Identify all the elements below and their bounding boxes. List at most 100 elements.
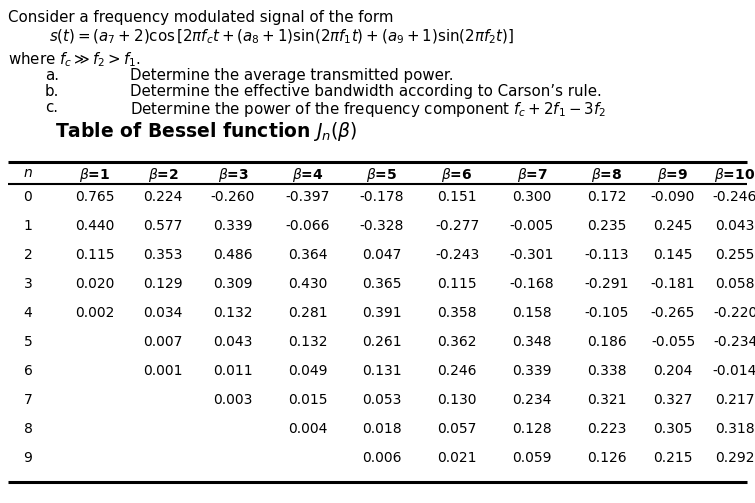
Text: 0.309: 0.309 <box>213 277 253 291</box>
Text: 0.132: 0.132 <box>213 306 253 320</box>
Text: $\beta$=7: $\beta$=7 <box>516 166 547 184</box>
Text: 0.300: 0.300 <box>513 190 552 204</box>
Text: 0.305: 0.305 <box>653 422 692 436</box>
Text: -0.105: -0.105 <box>585 306 629 320</box>
Text: 1: 1 <box>23 219 32 233</box>
Text: 0.327: 0.327 <box>653 393 692 407</box>
Text: 0.002: 0.002 <box>76 306 115 320</box>
Text: 0.321: 0.321 <box>587 393 627 407</box>
Text: 0.204: 0.204 <box>653 364 692 378</box>
Text: 0.391: 0.391 <box>362 306 402 320</box>
Text: 0.186: 0.186 <box>587 335 627 349</box>
Text: 8: 8 <box>23 422 32 436</box>
Text: 0.151: 0.151 <box>437 190 477 204</box>
Text: 3: 3 <box>23 277 32 291</box>
Text: 0.011: 0.011 <box>213 364 253 378</box>
Text: 0.115: 0.115 <box>76 248 115 262</box>
Text: 0.047: 0.047 <box>362 248 402 262</box>
Text: 0.235: 0.235 <box>587 219 627 233</box>
Text: 0.034: 0.034 <box>143 306 183 320</box>
Text: 0.128: 0.128 <box>512 422 552 436</box>
Text: 0.217: 0.217 <box>715 393 755 407</box>
Text: 0.172: 0.172 <box>587 190 627 204</box>
Text: 0.577: 0.577 <box>143 219 183 233</box>
Text: 0.339: 0.339 <box>213 219 253 233</box>
Text: 0.358: 0.358 <box>437 306 476 320</box>
Text: 0.440: 0.440 <box>76 219 115 233</box>
Text: 0.018: 0.018 <box>362 422 402 436</box>
Text: $\beta$=9: $\beta$=9 <box>658 166 689 184</box>
Text: 0.261: 0.261 <box>362 335 402 349</box>
Text: 0.059: 0.059 <box>512 451 552 465</box>
Text: Consider a frequency modulated signal of the form: Consider a frequency modulated signal of… <box>8 10 393 25</box>
Text: 0.234: 0.234 <box>513 393 552 407</box>
Text: -0.234: -0.234 <box>713 335 755 349</box>
Text: 0.115: 0.115 <box>437 277 477 291</box>
Text: -0.301: -0.301 <box>510 248 554 262</box>
Text: 0.281: 0.281 <box>288 306 328 320</box>
Text: a.: a. <box>45 68 59 83</box>
Text: 0.365: 0.365 <box>362 277 402 291</box>
Text: $n$: $n$ <box>23 166 33 180</box>
Text: -0.178: -0.178 <box>359 190 404 204</box>
Text: 0.292: 0.292 <box>715 451 755 465</box>
Text: 2: 2 <box>23 248 32 262</box>
Text: -0.113: -0.113 <box>585 248 629 262</box>
Text: 0.130: 0.130 <box>437 393 476 407</box>
Text: -0.243: -0.243 <box>435 248 479 262</box>
Text: 9: 9 <box>23 451 32 465</box>
Text: $\beta$=6: $\beta$=6 <box>442 166 473 184</box>
Text: 0.348: 0.348 <box>512 335 552 349</box>
Text: 0.246: 0.246 <box>437 364 476 378</box>
Text: $\beta$=2: $\beta$=2 <box>147 166 178 184</box>
Text: 0.126: 0.126 <box>587 451 627 465</box>
Text: 0.129: 0.129 <box>143 277 183 291</box>
Text: $\beta$=5: $\beta$=5 <box>366 166 398 184</box>
Text: 0: 0 <box>23 190 32 204</box>
Text: -0.005: -0.005 <box>510 219 554 233</box>
Text: 0.053: 0.053 <box>362 393 402 407</box>
Text: where $f_c \gg f_2 > f_1$.: where $f_c \gg f_2 > f_1$. <box>8 50 140 69</box>
Text: 0.215: 0.215 <box>653 451 693 465</box>
Text: -0.066: -0.066 <box>285 219 330 233</box>
Text: -0.397: -0.397 <box>286 190 330 204</box>
Text: -0.246: -0.246 <box>713 190 755 204</box>
Text: Determine the average transmitted power.: Determine the average transmitted power. <box>130 68 454 83</box>
Text: $\beta$=3: $\beta$=3 <box>217 166 248 184</box>
Text: 7: 7 <box>23 393 32 407</box>
Text: 0.131: 0.131 <box>362 364 402 378</box>
Text: -0.181: -0.181 <box>651 277 695 291</box>
Text: 0.255: 0.255 <box>715 248 755 262</box>
Text: Table of Bessel function $J_n(\beta)$: Table of Bessel function $J_n(\beta)$ <box>55 120 358 143</box>
Text: $\beta$=10: $\beta$=10 <box>714 166 755 184</box>
Text: 0.223: 0.223 <box>587 422 627 436</box>
Text: 0.001: 0.001 <box>143 364 183 378</box>
Text: -0.090: -0.090 <box>651 190 695 204</box>
Text: 0.132: 0.132 <box>288 335 328 349</box>
Text: 5: 5 <box>23 335 32 349</box>
Text: 0.043: 0.043 <box>715 219 755 233</box>
Text: $\beta$=4: $\beta$=4 <box>292 166 324 184</box>
Text: 0.004: 0.004 <box>288 422 328 436</box>
Text: -0.291: -0.291 <box>585 277 629 291</box>
Text: 0.058: 0.058 <box>715 277 755 291</box>
Text: $\beta$=1: $\beta$=1 <box>79 166 111 184</box>
Text: -0.260: -0.260 <box>211 190 255 204</box>
Text: 0.338: 0.338 <box>587 364 627 378</box>
Text: Determine the power of the frequency component $f_c + 2f_1 - 3f_2$: Determine the power of the frequency com… <box>130 100 606 119</box>
Text: 0.145: 0.145 <box>653 248 693 262</box>
Text: 0.245: 0.245 <box>653 219 692 233</box>
Text: c.: c. <box>45 100 58 115</box>
Text: -0.265: -0.265 <box>651 306 695 320</box>
Text: 0.765: 0.765 <box>76 190 115 204</box>
Text: 0.057: 0.057 <box>437 422 476 436</box>
Text: 6: 6 <box>23 364 32 378</box>
Text: 0.015: 0.015 <box>288 393 328 407</box>
Text: -0.014: -0.014 <box>713 364 755 378</box>
Text: 0.486: 0.486 <box>213 248 253 262</box>
Text: 0.003: 0.003 <box>214 393 253 407</box>
Text: $s(t) = (a_7 + 2)\cos\left[2\pi f_c t + (a_8 + 1)\sin(2\pi f_1 t) + (a_9 + 1)\si: $s(t) = (a_7 + 2)\cos\left[2\pi f_c t + … <box>30 28 514 46</box>
Text: 0.020: 0.020 <box>76 277 115 291</box>
Text: b.: b. <box>45 84 60 99</box>
Text: 4: 4 <box>23 306 32 320</box>
